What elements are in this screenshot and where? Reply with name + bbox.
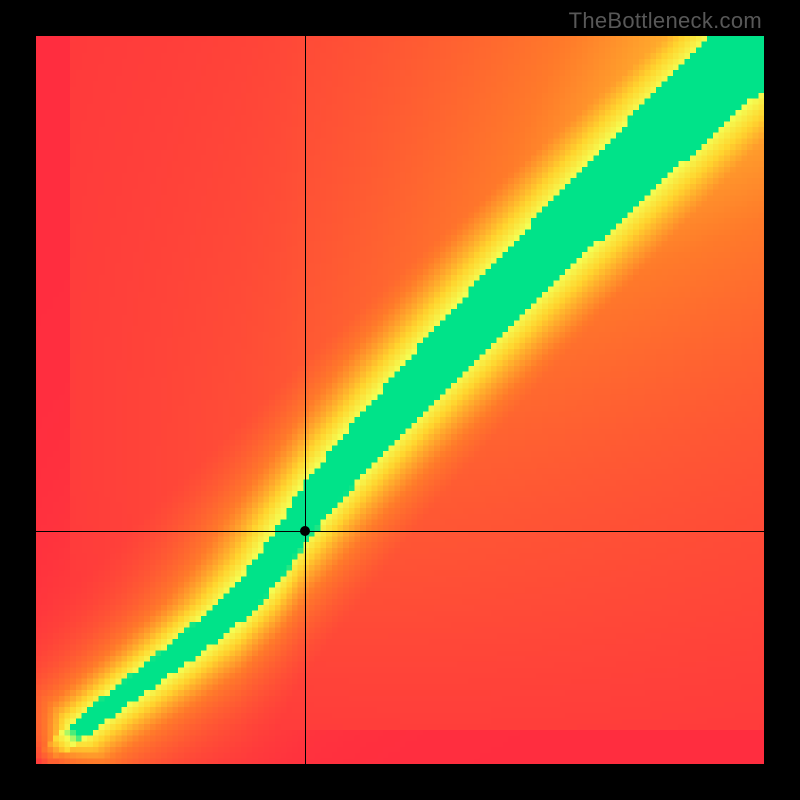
crosshair-vertical — [305, 36, 306, 764]
heatmap-canvas — [36, 36, 764, 764]
crosshair-horizontal — [36, 531, 764, 532]
watermark-text: TheBottleneck.com — [569, 8, 762, 34]
bottleneck-heatmap — [36, 36, 764, 764]
marker-point — [300, 526, 310, 536]
